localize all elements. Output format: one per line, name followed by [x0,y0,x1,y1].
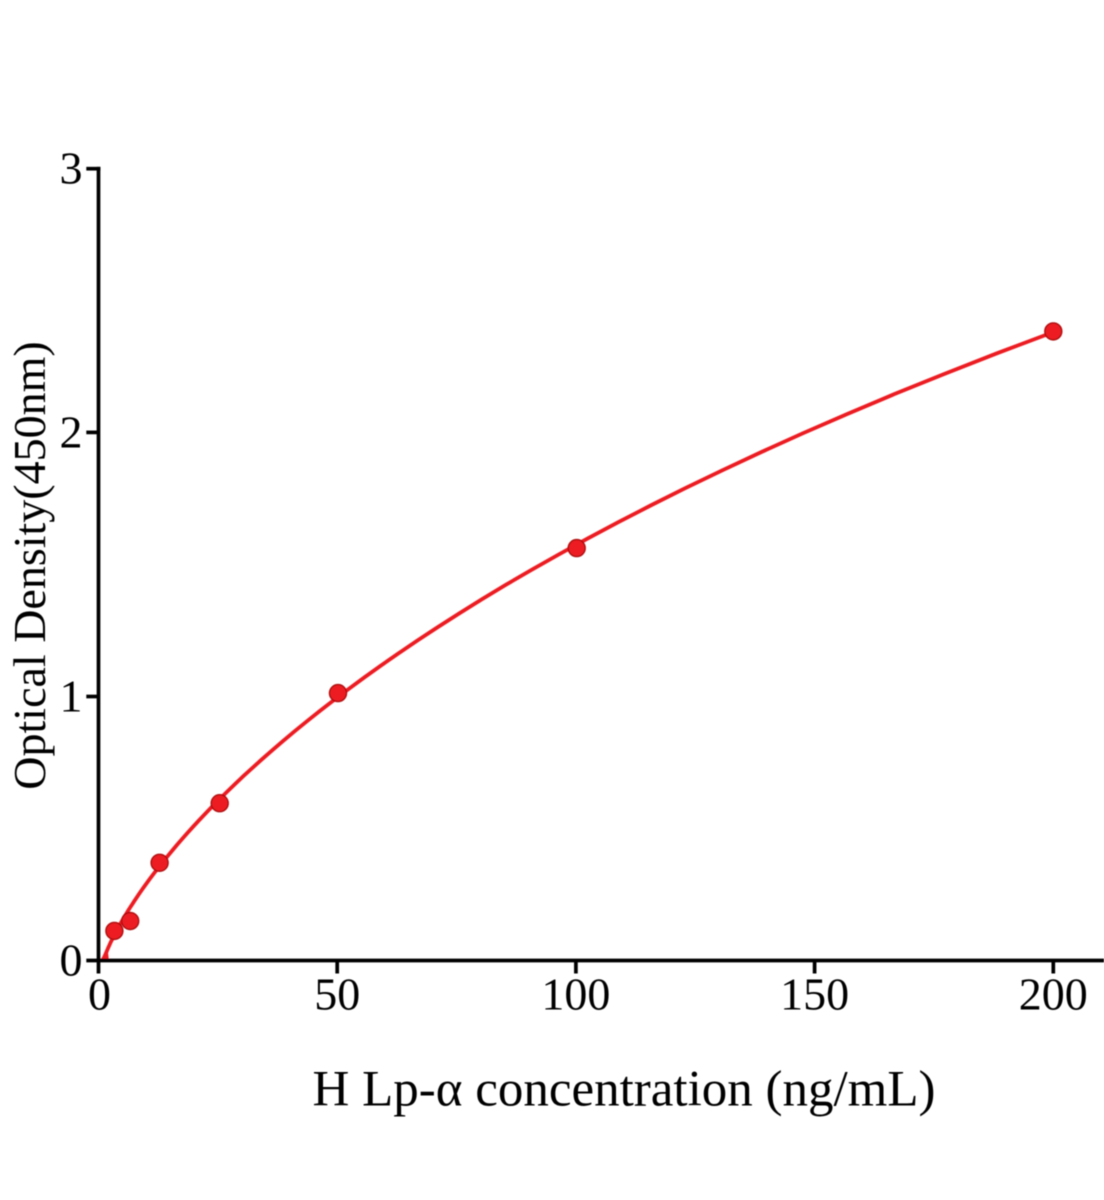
svg-text:100: 100 [541,968,610,1019]
svg-text:150: 150 [780,968,849,1019]
svg-text:0: 0 [60,935,83,986]
svg-text:0: 0 [88,968,111,1019]
svg-text:Optical Density(450nm): Optical Density(450nm) [4,341,55,789]
svg-text:H Lp-α concentration (ng/mL): H Lp-α concentration (ng/mL) [313,1062,936,1118]
svg-text:2: 2 [60,406,83,457]
svg-text:50: 50 [314,968,360,1019]
svg-text:3: 3 [60,143,83,194]
svg-text:1: 1 [60,671,83,722]
svg-text:200: 200 [1019,968,1088,1019]
